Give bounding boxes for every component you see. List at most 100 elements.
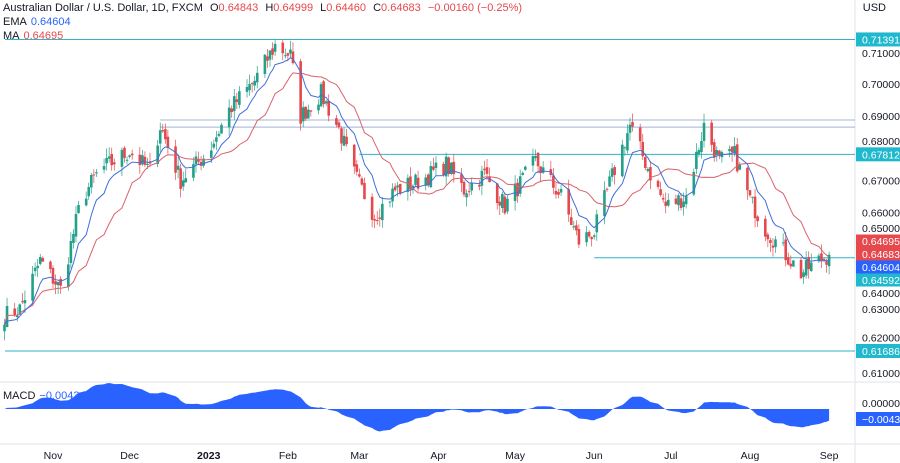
candle-body xyxy=(554,190,558,195)
ema-legend[interactable]: EMA 0.64604 xyxy=(3,16,75,28)
candle-body xyxy=(424,177,428,186)
ohlc-close-label: C xyxy=(373,2,382,14)
candle-body xyxy=(388,201,392,203)
candle-body xyxy=(406,177,410,192)
x-tick-label: Mar xyxy=(350,450,369,462)
ohlc-close-value: 0.64683 xyxy=(381,2,421,14)
candle-body xyxy=(807,257,810,270)
candle-body xyxy=(715,149,719,155)
candle-body xyxy=(363,182,366,200)
candle-body xyxy=(393,186,397,191)
chart-legend-ohlc: Australian Dollar / U.S. Dollar, 1D, FXC… xyxy=(3,2,526,14)
candle-body xyxy=(763,218,767,237)
candle-body xyxy=(587,231,591,237)
x-tick-label: Apr xyxy=(430,450,447,462)
candle-body xyxy=(87,187,91,197)
ohlc-close: C0.64683 xyxy=(373,2,421,14)
x-tick-label: Jul xyxy=(664,450,677,462)
candle-body xyxy=(447,157,451,175)
macd-value-tag-text: −0.00434 xyxy=(862,414,900,426)
candle-body xyxy=(375,220,379,222)
candle-body xyxy=(488,176,491,183)
candle-body xyxy=(358,174,361,177)
candle-body xyxy=(746,167,749,191)
candle-body xyxy=(337,122,341,128)
candle-body xyxy=(684,195,688,205)
y-tick-label: 0.67000 xyxy=(862,175,900,187)
candle-body xyxy=(342,135,346,146)
x-tick-label: Aug xyxy=(741,450,760,462)
candle-body xyxy=(728,148,731,152)
candle-body xyxy=(220,124,223,134)
candle-body xyxy=(536,152,540,167)
candle-body xyxy=(217,133,221,136)
candle-body xyxy=(107,156,111,159)
macd-zero-tick: 0.00000 xyxy=(862,398,900,410)
candle-body xyxy=(539,166,542,174)
candle-body xyxy=(72,233,75,243)
candle-body xyxy=(266,56,269,61)
candle-body xyxy=(414,174,417,185)
candle-body xyxy=(738,164,742,170)
candle-body xyxy=(802,272,805,277)
candle-body xyxy=(585,232,588,243)
ema-line xyxy=(4,57,830,326)
candle-body xyxy=(595,214,599,233)
candle-body xyxy=(541,167,545,173)
candle-body xyxy=(769,240,772,243)
candle-body xyxy=(289,49,292,54)
candle-body xyxy=(15,315,19,318)
candle-body xyxy=(621,144,624,177)
candle-body xyxy=(105,158,108,164)
x-tick-label: Jun xyxy=(586,450,603,462)
y-tick-label: 0.69000 xyxy=(862,111,900,123)
price-tag-text: 0.64592 xyxy=(862,275,900,287)
candle-body xyxy=(271,48,274,55)
ohlc-high-value: 0.64999 xyxy=(273,2,314,14)
candle-body xyxy=(291,51,295,64)
candle-body xyxy=(822,258,826,260)
candle-body xyxy=(700,141,703,152)
currency-label: USD xyxy=(862,2,886,14)
candle-body xyxy=(92,174,96,176)
candle-body xyxy=(442,163,445,176)
candle-body xyxy=(273,43,277,52)
y-tick-label: 0.70000 xyxy=(862,79,900,91)
candle-body xyxy=(559,188,563,193)
candle-body xyxy=(756,216,759,222)
candle-body xyxy=(827,254,831,267)
candle-body xyxy=(307,109,310,119)
candle-body xyxy=(718,150,721,155)
candle-body xyxy=(181,180,185,187)
candle-body xyxy=(18,304,22,315)
candle-body xyxy=(631,122,634,127)
candle-body xyxy=(531,156,535,166)
candle-body xyxy=(679,198,683,208)
candle-body xyxy=(462,181,466,195)
candle-body xyxy=(695,151,698,170)
x-tick-label: Dec xyxy=(120,450,139,462)
ohlc-open: O0.64843 xyxy=(210,2,258,14)
candle-body xyxy=(730,146,734,153)
candle-body xyxy=(95,172,98,174)
candle-body xyxy=(110,153,114,166)
x-tick-label: May xyxy=(505,450,526,462)
candle-body xyxy=(67,264,70,287)
candle-body xyxy=(156,145,159,165)
candle-body xyxy=(286,53,290,56)
candle-body xyxy=(253,80,256,86)
candle-body xyxy=(84,198,88,206)
candle-body xyxy=(817,255,821,262)
candle-body xyxy=(123,147,126,158)
candle-body xyxy=(33,267,37,272)
candle-body xyxy=(748,190,752,196)
candle-body xyxy=(569,217,573,225)
candle-body xyxy=(194,156,198,165)
candle-body xyxy=(284,55,287,57)
candle-body xyxy=(340,128,343,144)
candle-body xyxy=(309,110,313,112)
price-tag xyxy=(856,247,900,261)
candle-body xyxy=(322,81,325,105)
candle-body xyxy=(192,164,195,178)
